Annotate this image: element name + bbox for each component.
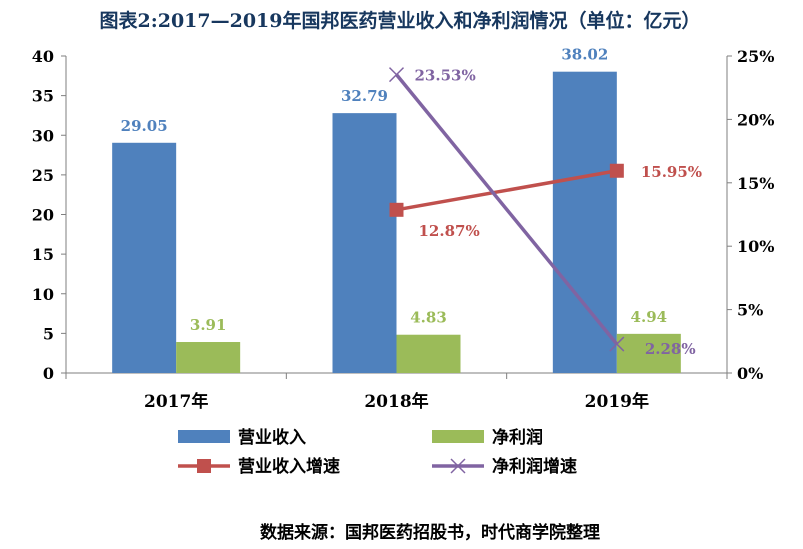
bar-data-label: 3.91 <box>190 316 227 334</box>
y-left-tick-label: 10 <box>32 285 54 304</box>
y-left-tick-label: 5 <box>43 324 54 343</box>
legend-label: 净利润 <box>492 427 543 448</box>
y-left-tick-label: 20 <box>32 206 54 225</box>
line-data-label: 12.87% <box>419 222 480 240</box>
bar-data-label: 38.02 <box>561 46 608 64</box>
bar-data-label: 32.79 <box>341 87 388 105</box>
y-right-tick-label: 0% <box>737 364 763 383</box>
line-data-label: 2.28% <box>645 340 696 358</box>
legend-item: 净利润 <box>432 427 543 448</box>
bar-data-label: 4.94 <box>631 308 668 326</box>
plot-area: 0 5 10 15 20 25 30 35 40 0% 5% 10% 15% 20% 25% 2017年 201… <box>32 46 775 412</box>
legend-swatch <box>432 430 484 443</box>
bar-data-label: 4.83 <box>410 309 447 327</box>
line-data-label: 15.95% <box>641 163 702 181</box>
y-right-tick-label: 25% <box>737 47 774 66</box>
x-tick-label: 2019年 <box>585 391 649 412</box>
bar <box>552 71 617 373</box>
bar <box>176 342 241 373</box>
bar <box>332 113 397 373</box>
marker-stroke <box>388 67 405 83</box>
y-left-tick-label: 15 <box>32 245 54 264</box>
legend-item: 营业收入增速 <box>178 456 340 477</box>
y-right-tick-label: 20% <box>737 110 774 129</box>
line-marker <box>609 163 624 178</box>
y-left-tick-label: 0 <box>43 364 54 383</box>
line-data-label: 23.53% <box>415 67 476 85</box>
bar <box>396 334 461 373</box>
chart-title: 图表2:2017—2019年国邦医药营业收入和净利润情况（单位：亿元） <box>100 9 701 32</box>
line-marker <box>389 202 404 217</box>
series-line <box>395 73 619 346</box>
y-right-tick-label: 15% <box>737 174 774 193</box>
y-left-tick-label: 25 <box>32 166 54 185</box>
y-left-tick-label: 30 <box>32 126 54 145</box>
marker-stroke <box>609 336 625 352</box>
x-tick-label: 2017年 <box>144 391 208 412</box>
legend-item: 净利润增速 <box>432 456 577 477</box>
legend-label: 净利润增速 <box>492 456 577 477</box>
legend-marker <box>450 458 466 474</box>
y-right-tick-label: 10% <box>737 237 774 256</box>
series-line <box>396 169 618 212</box>
legend-label: 营业收入 <box>238 427 306 448</box>
source-note: 数据来源：国邦医药招股书，时代商学院整理 <box>260 522 600 543</box>
legend-item: 营业收入 <box>178 427 306 448</box>
legend-swatch <box>178 430 230 443</box>
legend-label: 营业收入增速 <box>238 456 340 477</box>
x-tick-label: 2018年 <box>364 391 428 412</box>
line-marker <box>388 67 405 83</box>
bar <box>112 142 177 373</box>
y-right-tick-label: 5% <box>737 301 763 320</box>
bar-data-label: 29.05 <box>121 117 168 135</box>
bar <box>616 333 681 373</box>
y-left-tick-label: 35 <box>32 87 54 106</box>
y-left-tick-label: 40 <box>32 47 54 66</box>
line-marker <box>609 336 625 352</box>
legend-marker <box>197 459 211 473</box>
